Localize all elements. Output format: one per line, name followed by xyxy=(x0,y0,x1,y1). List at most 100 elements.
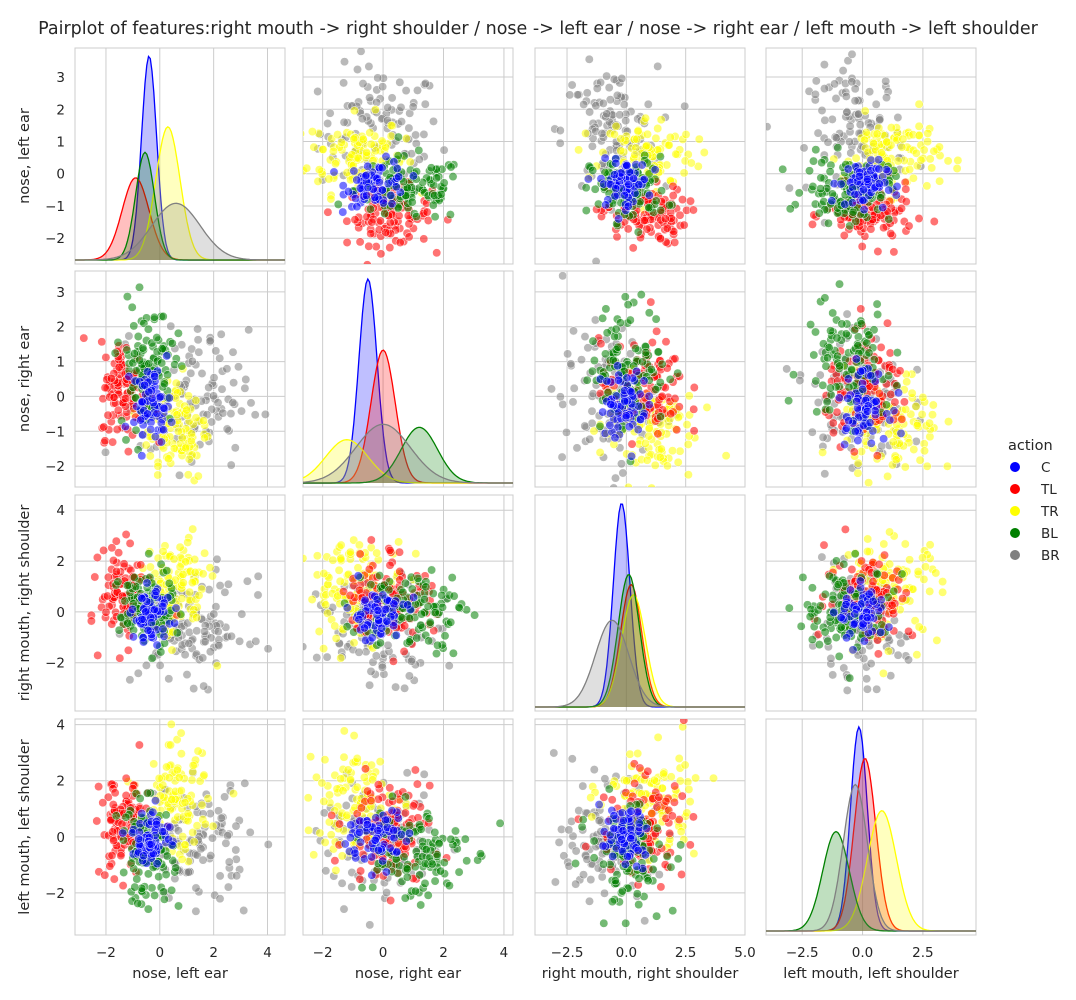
scatter-point-BR xyxy=(253,571,263,581)
scatter-point-BR xyxy=(218,408,228,418)
scatter-point-BL xyxy=(824,343,834,353)
scatter-point-BL xyxy=(809,350,819,360)
scatter-point-BR xyxy=(820,84,829,94)
scatter-point-TR xyxy=(683,470,693,480)
scatter-point-C xyxy=(152,640,162,650)
scatter-point-BR xyxy=(155,660,165,670)
scatter-point-C xyxy=(143,409,152,419)
scatter-point-BL xyxy=(138,343,148,353)
scatter-point-BL xyxy=(853,341,863,351)
scatter-point-BR xyxy=(611,473,620,483)
scatter-point-C xyxy=(635,414,645,424)
scatter-point-C xyxy=(854,171,864,181)
scatter-point-BR xyxy=(312,653,322,663)
scatter-point-TR xyxy=(891,455,901,465)
scatter-point-BL xyxy=(448,648,458,658)
scatter-point-C xyxy=(879,434,889,444)
scatter-point-BR xyxy=(617,459,626,469)
scatter-point-BL xyxy=(850,325,859,335)
scatter-point-TR xyxy=(371,146,381,156)
scatter-point-BR xyxy=(404,123,414,133)
scatter-point-C xyxy=(613,361,623,371)
scatter-point-TR xyxy=(925,586,935,596)
scatter-point-BR xyxy=(911,436,921,446)
scatter-point-BR xyxy=(383,103,393,113)
scatter-point-TR xyxy=(328,555,338,565)
scatter-point-BL xyxy=(826,326,836,336)
scatter-point-BL xyxy=(613,342,623,352)
scatter-point-C xyxy=(626,387,636,397)
scatter-point-BR xyxy=(229,378,239,388)
scatter-point-TL xyxy=(828,418,838,428)
scatter-point-C xyxy=(155,392,165,402)
scatter-point-BR xyxy=(182,670,192,680)
scatter-point-TR xyxy=(864,478,874,487)
y-tick-label: 2 xyxy=(56,554,65,570)
scatter-point-BL xyxy=(411,212,421,222)
scatter-point-BL xyxy=(673,368,683,378)
scatter-point-BL xyxy=(424,636,434,646)
scatter-point-TR xyxy=(818,447,828,457)
scatter-point-BR xyxy=(223,579,233,589)
scatter-point-BL xyxy=(657,359,667,369)
scatter-point-BL xyxy=(428,589,438,598)
scatter-point-C xyxy=(138,430,148,440)
scatter-point-C xyxy=(359,623,369,633)
scatter-point-TR xyxy=(162,762,172,772)
scatter-point-TR xyxy=(164,454,173,464)
scatter-point-BR xyxy=(232,871,242,881)
scatter-point-BR xyxy=(413,85,422,95)
scatter-point-TL xyxy=(388,656,398,666)
scatter-point-BL xyxy=(425,617,435,627)
scatter-point-BR xyxy=(365,93,375,103)
scatter-point-TL xyxy=(883,318,892,328)
scatter-point-BR xyxy=(212,554,222,564)
scatter-point-BL xyxy=(152,333,162,343)
scatter-point-BR xyxy=(569,383,579,393)
scatter-point-TR xyxy=(386,121,396,130)
scatter-point-BL xyxy=(129,572,139,582)
scatter-point-BR xyxy=(439,145,449,155)
scatter-point-C xyxy=(391,630,401,640)
scatter-point-TR xyxy=(411,549,421,559)
scatter-point-BR xyxy=(180,650,190,660)
scatter-point-BR xyxy=(653,61,663,71)
scatter-point-TR xyxy=(664,140,674,150)
scatter-point-TL xyxy=(628,243,638,253)
scatter-point-BR xyxy=(813,128,823,138)
scatter-point-C xyxy=(896,428,906,438)
scatter-point-BL xyxy=(831,633,841,642)
scatter-point-TR xyxy=(633,126,643,136)
scatter-point-BR xyxy=(322,652,332,662)
scatter-point-BL xyxy=(815,601,825,611)
scatter-point-C xyxy=(392,164,402,173)
scatter-point-TR xyxy=(932,635,942,645)
scatter-point-C xyxy=(605,408,615,418)
chart-title: Pairplot of features:right mouth -> righ… xyxy=(38,19,1039,39)
scatter-point-BL xyxy=(416,620,426,630)
scatter-point-BL xyxy=(657,186,666,196)
scatter-point-TL xyxy=(422,207,432,217)
scatter-point-BL xyxy=(147,653,157,663)
scatter-point-BL xyxy=(864,330,874,340)
scatter-point-TR xyxy=(336,554,346,564)
scatter-point-TL xyxy=(79,333,89,343)
scatter-point-BL xyxy=(588,165,598,175)
scatter-point-BL xyxy=(816,184,825,194)
scatter-point-TR xyxy=(370,105,380,115)
scatter-point-TR xyxy=(314,627,324,636)
scatter-point-BR xyxy=(782,364,792,374)
scatter-point-C xyxy=(379,198,388,208)
scatter-point-C xyxy=(841,600,851,610)
scatter-point-TL xyxy=(345,591,355,600)
scatter-point-TR xyxy=(199,416,208,426)
y-tick-label: 1 xyxy=(56,355,65,371)
scatter-point-C xyxy=(842,423,851,433)
scatter-point-BR xyxy=(184,627,194,637)
scatter-point-C xyxy=(139,637,148,647)
scatter-point-TR xyxy=(938,587,948,597)
scatter-point-C xyxy=(143,625,153,635)
scatter-point-TR xyxy=(178,578,188,588)
scatter-point-TR xyxy=(153,470,163,480)
